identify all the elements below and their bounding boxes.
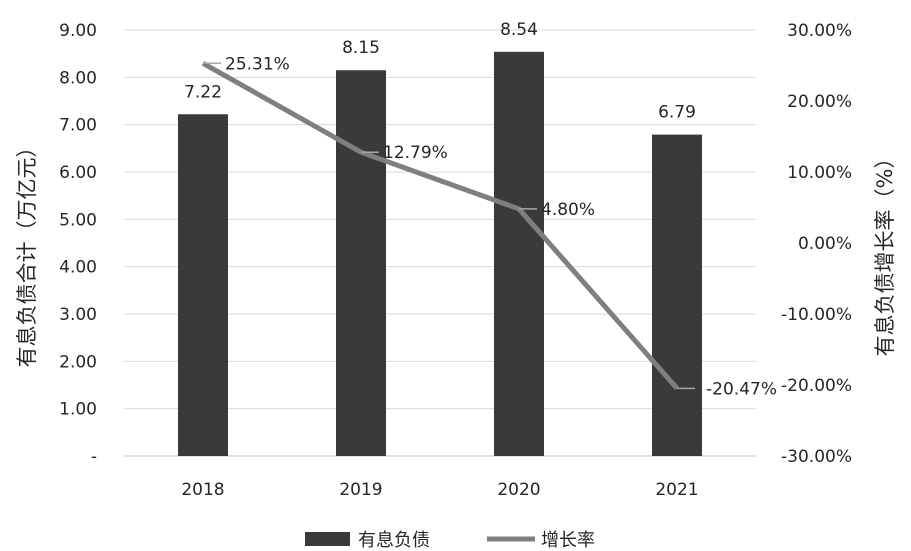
left-axis-ticks: - 1.00 2.00 3.00 4.00 5.00 6.00 7.00 8.00 9.00 [59,21,97,467]
left-axis-title: 有息负债合计（万亿元） [15,137,39,368]
y-tick-label: 2.00 [59,352,97,372]
bar [336,70,386,456]
y2-tick-label: 20.00% [787,92,852,112]
y-tick-label: 6.00 [59,163,97,183]
data-labels: 7.22 8.15 8.54 6.79 25.31% 12.79% 4.80% -20.47% [184,20,777,400]
bar-value-label: 8.15 [342,38,380,58]
line-value-label: 4.80% [541,200,595,220]
bar-value-label: 6.79 [658,103,696,123]
y-tick-label: 3.00 [59,305,97,325]
line-series [201,61,679,390]
bar-value-label: 8.54 [500,20,538,40]
y-tick-label: 9.00 [59,21,97,41]
growth-line [201,61,679,390]
y-tick-label: 5.00 [59,210,97,230]
y2-tick-label: -10.00% [781,305,852,325]
y2-tick-label: -30.00% [781,447,852,467]
bar [178,114,228,457]
line-value-label: -20.47% [706,379,777,399]
y-tick-label: 8.00 [59,68,97,88]
line-value-label: 25.31% [225,54,290,74]
bar-value-label: 7.22 [184,82,222,102]
x-tick-label: 2020 [497,480,540,500]
line-value-label: 12.79% [383,143,448,163]
gridlines [124,29,756,457]
y2-tick-label: 0.00% [798,234,852,254]
legend: 有息负债 增长率 [305,530,595,551]
right-axis-title: 有息负债增长率（%） [873,148,897,357]
x-tick-label: 2021 [655,480,698,500]
legend-label-line: 增长率 [541,530,595,551]
y-tick-label: - [91,447,97,467]
bar [652,134,702,456]
x-axis-ticks: 2018 2019 2020 2021 [181,480,698,500]
legend-swatch-bar [305,532,350,546]
bar-series [178,51,702,457]
y2-tick-label: 10.00% [787,163,852,183]
right-axis-ticks: -30.00% -20.00% -10.00% 0.00% 10.00% 20.00% 30… [781,21,852,467]
y-tick-label: 1.00 [59,400,97,420]
bar [494,51,544,456]
y-tick-label: 4.00 [59,258,97,278]
y2-tick-label: 30.00% [787,21,852,41]
x-tick-label: 2018 [181,480,224,500]
legend-label-bar: 有息负债 [358,530,430,551]
y-tick-label: 7.00 [59,116,97,136]
y2-tick-label: -20.00% [781,376,852,396]
x-tick-label: 2019 [339,480,382,500]
